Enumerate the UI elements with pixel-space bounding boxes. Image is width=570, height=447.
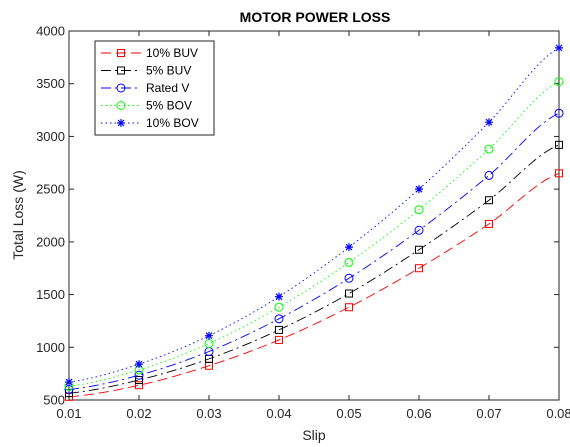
legend-label: 10% BUV [146, 46, 198, 60]
data-point [485, 219, 493, 228]
legend-item: 5% BUV [101, 64, 191, 78]
data-point [135, 381, 143, 390]
x-tick-label: 0.01 [56, 406, 81, 421]
y-axis-ticks: 500 1000 1500 2000 2500 3000 3500 4000 [36, 24, 559, 408]
x-tick-label: 0.02 [126, 406, 151, 421]
data-point [415, 245, 423, 254]
data-point [65, 378, 73, 387]
x-tick-label: 0.05 [336, 406, 361, 421]
data-point [65, 389, 73, 398]
legend-label: 5% BOV [146, 99, 192, 113]
data-point [135, 360, 143, 369]
x-tick-label: 0.08 [546, 406, 570, 421]
x-tick-label: 0.04 [266, 406, 291, 421]
data-point [275, 325, 283, 334]
data-point [344, 273, 354, 283]
data-point [485, 196, 493, 205]
data-point [415, 264, 423, 273]
y-axis-label: Total Loss (W) [10, 170, 26, 259]
data-point [344, 257, 354, 267]
data-point [414, 225, 424, 235]
y-tick-label: 4000 [36, 24, 65, 39]
y-tick-label: 1500 [36, 287, 65, 302]
x-axis-label: Slip [302, 427, 326, 443]
data-point [205, 331, 213, 340]
y-tick-label: 1000 [36, 340, 65, 355]
y-tick-label: 2000 [36, 234, 65, 249]
data-point [135, 375, 143, 384]
data-point [484, 144, 494, 154]
series-line [68, 144, 560, 394]
data-point [555, 140, 563, 149]
x-tick-label: 0.03 [196, 406, 221, 421]
legend-label: 5% BUV [146, 64, 191, 78]
data-point [275, 292, 283, 301]
series-1 [65, 140, 563, 398]
y-tick-label: 3000 [36, 129, 65, 144]
series-layer [64, 43, 564, 401]
x-tick-label: 0.06 [406, 406, 431, 421]
legend-marker [117, 66, 125, 75]
data-point [345, 243, 353, 252]
series-line [68, 81, 560, 387]
legend-marker [117, 49, 125, 57]
data-point [554, 77, 564, 87]
data-point [345, 303, 353, 312]
data-point [554, 108, 564, 118]
data-point [275, 335, 283, 344]
data-point [415, 185, 423, 194]
data-point [484, 170, 494, 180]
legend-marker [117, 119, 125, 127]
legend-item: 5% BOV [101, 99, 192, 113]
legend-label: Rated V [146, 81, 189, 95]
x-tick-label: 0.07 [476, 406, 501, 421]
chart-title: MOTOR POWER LOSS [240, 9, 391, 25]
x-axis-ticks: 0.01 0.02 0.03 0.04 0.05 0.06 0.07 0.08 [56, 31, 570, 421]
data-point [414, 205, 424, 215]
legend-marker [116, 101, 126, 110]
legend-label: 10% BOV [146, 116, 199, 130]
data-point [555, 169, 563, 178]
data-point [274, 314, 284, 324]
data-point [485, 118, 493, 127]
series-line [68, 112, 560, 390]
data-point [274, 302, 284, 312]
legend-box [94, 40, 215, 136]
series-line [68, 47, 560, 383]
data-point [134, 370, 144, 380]
series-3 [64, 77, 564, 391]
y-tick-label: 3500 [36, 76, 65, 91]
legend-item: Rated V [101, 81, 189, 95]
y-tick-label: 2500 [36, 182, 65, 197]
series-line [68, 172, 560, 398]
legend-marker [116, 83, 126, 93]
legend-item: 10% BUV [101, 46, 198, 60]
legend-item: 10% BOV [101, 116, 199, 130]
y-tick-label: 500 [43, 393, 65, 408]
data-point [555, 43, 563, 52]
legend: 10% BUV 5% BUV Rated V 5% BOV 10% BOV [94, 40, 215, 136]
data-point [345, 289, 353, 298]
series-4 [65, 43, 563, 387]
